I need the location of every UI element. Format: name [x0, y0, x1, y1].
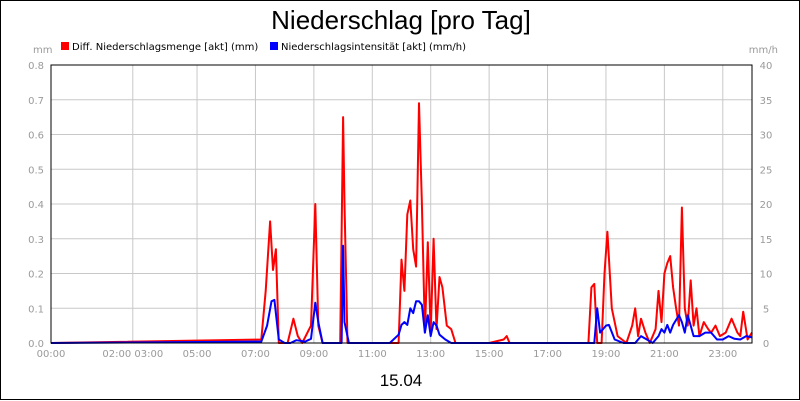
x-tick-label: 05:00: [183, 349, 212, 360]
y-left-tick-label: 0.5: [28, 165, 44, 176]
date-label: 15.04: [380, 371, 423, 390]
y-right-tick-label: 15: [760, 235, 773, 246]
y-right-tick-label: 5: [763, 304, 769, 315]
grid: [50, 64, 752, 344]
y-left-tick-label: 0.7: [28, 96, 44, 107]
x-tick-label: 21:00: [650, 349, 679, 360]
y-left-tick-label: 0.4: [28, 200, 44, 211]
x-tick-label: 09:00: [299, 349, 328, 360]
y-right-tick-label: 25: [760, 165, 773, 176]
y-left-tick-label: 0.3: [28, 235, 44, 246]
x-tick-label: 15:00: [475, 349, 504, 360]
x-tick-label: 11:00: [358, 349, 387, 360]
series-line-precip-intensity: [50, 244, 753, 344]
legend-swatch-red: [61, 42, 69, 50]
x-tick-label: 17:00: [533, 349, 562, 360]
y-right-tick-label: 40: [760, 61, 773, 72]
y-left-tick-label: 0.8: [28, 61, 44, 72]
y-right-tick-label: 35: [760, 96, 773, 107]
y-left-tick-label: 0.1: [28, 304, 44, 315]
legend-label-blue: Niederschlagsintensität [akt] (mm/h): [281, 42, 466, 53]
y-right-tick-label: 10: [760, 270, 773, 281]
x-tick-label: 07:00: [241, 349, 270, 360]
chart-title: Niederschlag [pro Tag]: [271, 5, 531, 35]
y-left-tick-label: 0.0: [28, 339, 44, 350]
x-tick-label: 19:00: [592, 349, 621, 360]
legend-swatch-blue: [270, 42, 278, 50]
plot-frame: [50, 64, 753, 344]
y-right-tick-label: 20: [760, 200, 773, 211]
series: [50, 102, 753, 344]
axis-labels: 0.0 0.1 0.2 0.3 0.4 0.5 0.6 0.7 0.8 0 5 10 15 20 25 30 3…: [28, 61, 772, 360]
x-tick-label: 02:00 03:00: [102, 349, 163, 360]
y-left-tick-label: 0.2: [28, 270, 44, 281]
y-right-tick-label: 30: [760, 131, 773, 142]
x-tick-label: 23:00: [708, 349, 737, 360]
y-left-unit: mm: [33, 45, 52, 56]
y-right-unit: mm/h: [749, 45, 778, 56]
x-tick-label: 13:00: [416, 349, 445, 360]
x-tick-label: 00:00: [37, 349, 66, 360]
y-left-tick-label: 0.6: [28, 131, 44, 142]
legend-label-red: Diff. Niederschlagsmenge [akt] (mm): [72, 42, 258, 53]
series-line-precip-amount: [50, 102, 753, 344]
y-right-tick-label: 0: [763, 339, 769, 350]
